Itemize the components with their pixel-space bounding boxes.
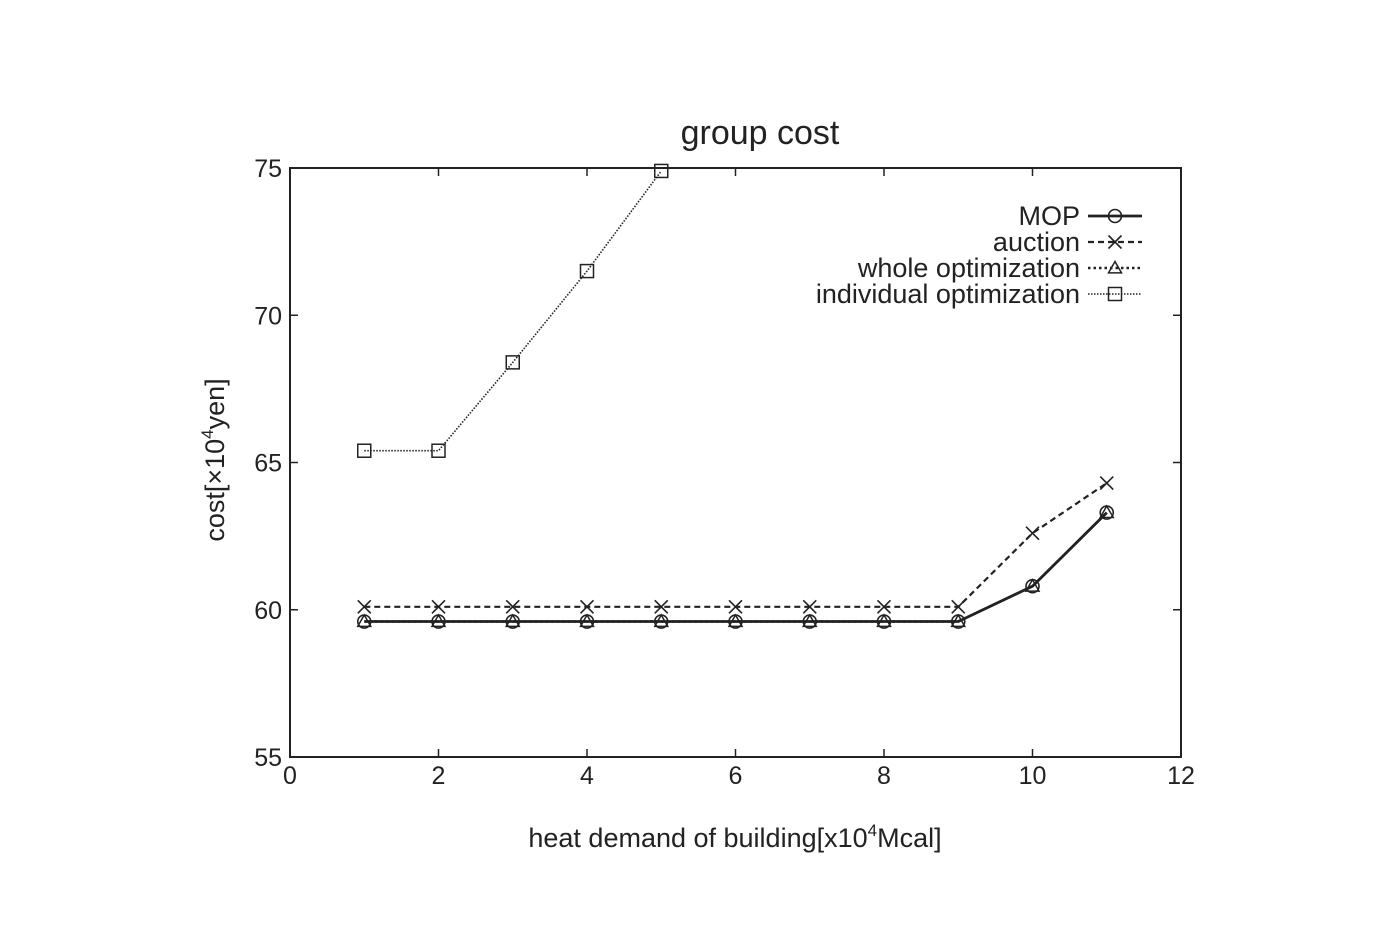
data-point-auction — [951, 599, 966, 614]
legend-marker-whole-optimization — [1107, 259, 1123, 274]
legend-marker-mop — [1107, 208, 1123, 224]
data-point-individual-optimization — [505, 355, 520, 370]
y-tick-label: 70 — [254, 302, 282, 330]
data-point-whole-optimization — [430, 613, 447, 628]
legend-label-individual-optimization: individual optimization — [816, 279, 1080, 309]
data-point-auction — [505, 599, 520, 614]
data-point-auction — [876, 599, 892, 614]
data-point-whole-optimization — [356, 613, 373, 628]
x-tick-label: 6 — [729, 762, 743, 790]
series-line-auction — [364, 482, 1108, 608]
axis-ticks: 0 2 4 6 8 10 12 55 60 65 70 75 — [254, 155, 1195, 790]
data-point-whole-optimization — [950, 613, 967, 628]
data-point-whole-optimization — [727, 613, 744, 628]
data-point-auction — [728, 599, 743, 614]
data-point-auction — [431, 599, 446, 614]
data-point-individual-optimization — [654, 163, 669, 179]
x-axis-label: heat demand of building[x104Mcal] — [528, 821, 941, 853]
x-tick-label: 12 — [1167, 762, 1195, 790]
x-tick-label: 8 — [877, 762, 891, 790]
series-lines — [356, 163, 1115, 629]
legend-marker-auction — [1107, 234, 1123, 250]
y-axis-label: cost[×104yen] — [198, 378, 230, 541]
x-axis-label-sup: 4 — [868, 821, 877, 840]
data-point-individual-optimization — [579, 263, 595, 279]
data-point-individual-optimization — [357, 443, 372, 458]
data-point-auction — [802, 599, 817, 614]
y-tick-label: 65 — [254, 450, 282, 478]
series-line-mop — [364, 511, 1108, 623]
x-axis-label-tail: Mcal] — [877, 823, 942, 853]
data-point-whole-optimization — [801, 613, 818, 628]
y-tick-label: 55 — [254, 744, 282, 772]
data-point-auction — [1025, 526, 1040, 541]
data-point-auction — [1099, 476, 1114, 491]
series-line-whole-optimization — [364, 511, 1108, 623]
chart-title: group cost — [681, 114, 840, 152]
legend-marker-individual-optimization — [1107, 286, 1123, 302]
data-point-whole-optimization — [504, 613, 521, 628]
series-whole-optimization — [356, 504, 1115, 628]
data-point-auction — [579, 599, 595, 614]
data-point-whole-optimization — [1098, 504, 1115, 519]
x-tick-label: 10 — [1019, 762, 1047, 790]
x-tick-label: 4 — [580, 762, 594, 790]
series-auction — [357, 476, 1114, 614]
y-axis-label-main: cost[×10 — [200, 439, 230, 542]
data-point-individual-optimization — [431, 443, 446, 458]
data-point-auction — [357, 599, 372, 614]
data-point-whole-optimization — [876, 613, 892, 628]
data-point-auction — [654, 599, 669, 614]
data-point-whole-optimization — [1024, 578, 1041, 592]
data-point-whole-optimization — [579, 613, 595, 628]
y-tick-label: 75 — [254, 155, 282, 183]
legend-label-mop: MOP — [1018, 201, 1080, 231]
y-axis-label-sup: 4 — [198, 429, 217, 438]
x-tick-label: 2 — [432, 762, 446, 790]
x-axis-label-main: heat demand of building[x10 — [528, 823, 867, 853]
x-tick-label: 0 — [283, 762, 297, 790]
series-individual-optimization — [357, 163, 669, 458]
legend-label-whole-optimization: whole optimization — [857, 253, 1080, 283]
y-tick-label: 60 — [254, 597, 282, 625]
y-axis-label-tail: yen] — [200, 378, 230, 429]
series-line-individual-optimization — [364, 170, 662, 452]
data-point-whole-optimization — [653, 613, 670, 628]
legend-label-auction: auction — [993, 227, 1080, 257]
